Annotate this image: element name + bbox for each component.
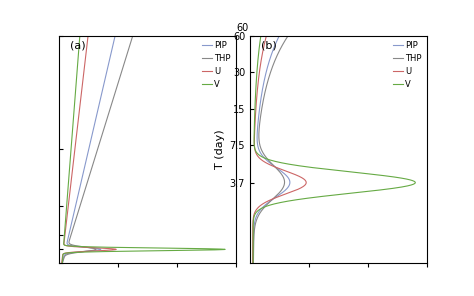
U bbox=[264, 161, 269, 165]
V bbox=[280, 161, 286, 165]
PIP bbox=[85, 151, 91, 155]
Line: THP: THP bbox=[62, 36, 133, 263]
Line: PIP: PIP bbox=[62, 36, 115, 263]
U bbox=[283, 170, 289, 173]
PIP bbox=[277, 34, 283, 37]
V bbox=[76, 41, 82, 44]
U bbox=[255, 80, 261, 83]
THP bbox=[130, 34, 136, 37]
PIP bbox=[250, 262, 256, 265]
THP bbox=[59, 262, 65, 265]
U bbox=[250, 238, 255, 242]
V bbox=[77, 34, 82, 37]
U bbox=[71, 157, 77, 160]
U bbox=[264, 34, 269, 37]
Line: U: U bbox=[62, 36, 116, 263]
PIP bbox=[261, 80, 267, 83]
THP bbox=[92, 157, 98, 160]
THP bbox=[251, 262, 256, 265]
Line: U: U bbox=[253, 36, 306, 263]
THP bbox=[94, 151, 100, 155]
PIP bbox=[111, 41, 117, 44]
PIP bbox=[251, 238, 256, 242]
PIP bbox=[112, 34, 118, 37]
V bbox=[250, 238, 256, 242]
V bbox=[253, 84, 259, 88]
PIP bbox=[257, 105, 263, 109]
THP bbox=[80, 250, 85, 254]
PIP bbox=[260, 84, 266, 88]
THP bbox=[264, 84, 269, 88]
V bbox=[67, 157, 73, 160]
U bbox=[80, 82, 85, 86]
THP bbox=[265, 80, 271, 83]
V bbox=[68, 151, 73, 155]
THP bbox=[251, 238, 256, 242]
PIP bbox=[101, 82, 107, 86]
THP bbox=[115, 82, 121, 86]
PIP bbox=[278, 170, 284, 173]
Y-axis label: T (day): T (day) bbox=[216, 130, 226, 169]
Text: (b): (b) bbox=[261, 40, 276, 50]
V bbox=[91, 250, 97, 254]
THP bbox=[128, 40, 134, 44]
PIP bbox=[78, 250, 83, 254]
V bbox=[59, 262, 65, 265]
THP bbox=[259, 105, 265, 109]
PIP bbox=[111, 40, 117, 44]
Line: V: V bbox=[62, 36, 225, 263]
THP bbox=[268, 161, 274, 165]
PIP bbox=[84, 157, 90, 160]
U bbox=[250, 262, 255, 265]
V bbox=[342, 170, 347, 173]
U bbox=[84, 40, 90, 44]
V bbox=[73, 82, 79, 86]
PIP bbox=[267, 161, 273, 165]
U bbox=[75, 250, 81, 254]
U bbox=[59, 262, 64, 265]
U bbox=[85, 34, 91, 37]
Text: 60: 60 bbox=[236, 23, 248, 33]
THP bbox=[285, 34, 291, 37]
Text: (a): (a) bbox=[70, 40, 85, 50]
Line: V: V bbox=[253, 36, 415, 263]
Line: PIP: PIP bbox=[253, 36, 290, 263]
V bbox=[258, 34, 264, 37]
U bbox=[255, 84, 261, 88]
THP bbox=[128, 41, 134, 44]
Line: THP: THP bbox=[254, 36, 288, 263]
THP bbox=[276, 170, 282, 173]
U bbox=[253, 105, 259, 109]
V bbox=[252, 105, 258, 109]
Legend: PIP, THP, U, V: PIP, THP, U, V bbox=[201, 40, 232, 90]
V bbox=[254, 80, 259, 83]
U bbox=[72, 151, 77, 155]
Legend: PIP, THP, U, V: PIP, THP, U, V bbox=[392, 40, 422, 90]
V bbox=[250, 262, 256, 265]
PIP bbox=[59, 262, 65, 265]
V bbox=[76, 40, 82, 44]
U bbox=[84, 41, 90, 44]
